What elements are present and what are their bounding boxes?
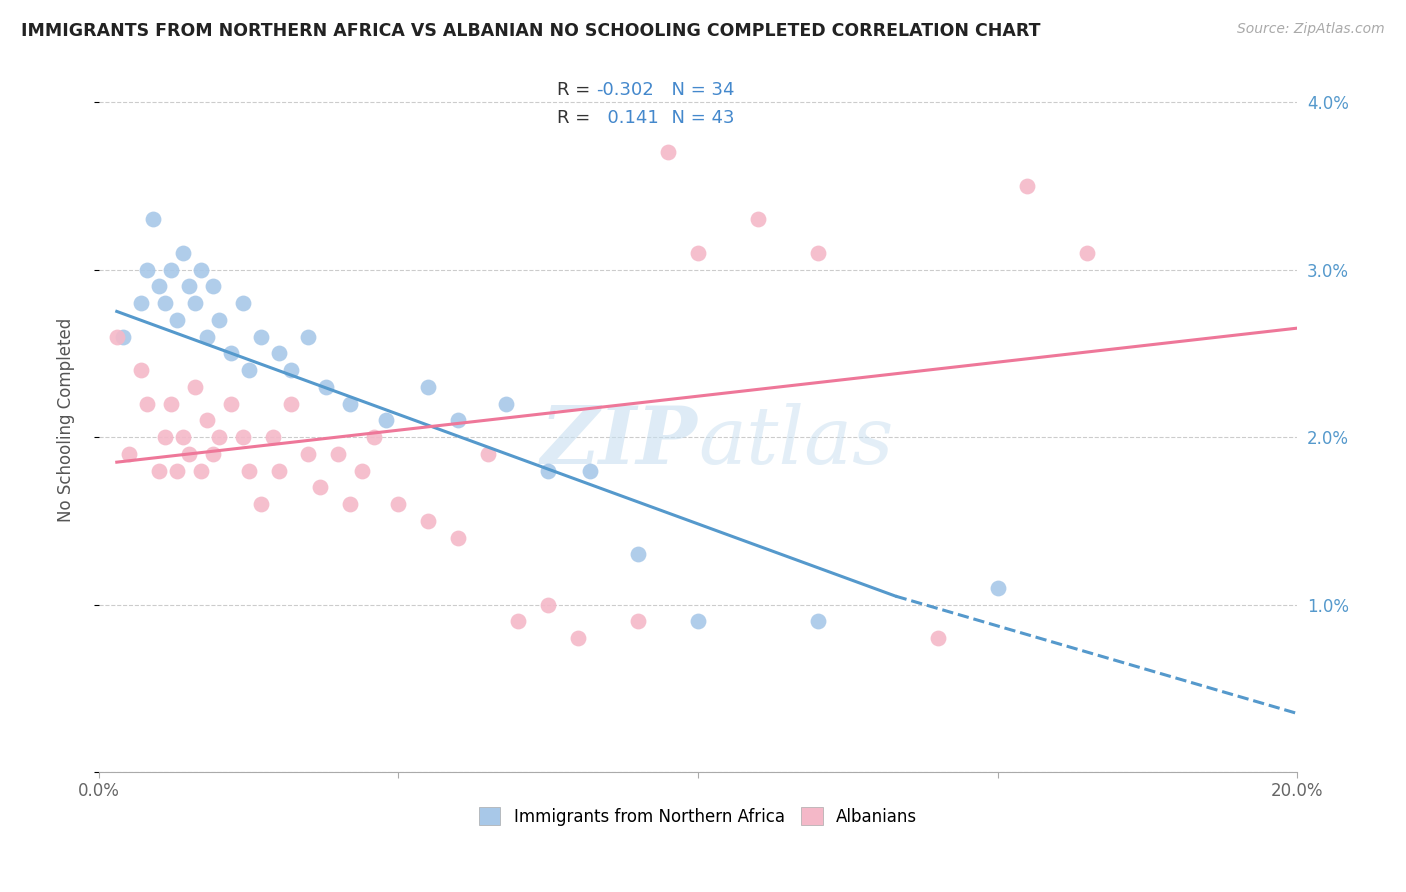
Text: ZIP: ZIP: [541, 402, 697, 480]
Point: [148, 464, 170, 478]
Point: [207, 312, 229, 326]
Point: [111, 329, 134, 343]
Point: [172, 430, 194, 444]
Point: [262, 430, 284, 444]
Point: [190, 464, 212, 478]
Point: [232, 296, 254, 310]
Point: [418, 514, 440, 528]
Point: [986, 581, 1008, 595]
Point: [280, 396, 302, 410]
Point: [177, 447, 200, 461]
Point: [129, 363, 152, 377]
Point: [352, 464, 374, 478]
Text: R =: R =: [557, 81, 596, 99]
Point: [495, 396, 517, 410]
Point: [627, 547, 650, 561]
Point: [105, 329, 128, 343]
Text: Source: ZipAtlas.com: Source: ZipAtlas.com: [1237, 22, 1385, 37]
Point: [118, 447, 141, 461]
Point: [418, 380, 440, 394]
Text: atlas: atlas: [697, 402, 893, 480]
Point: [129, 296, 152, 310]
Point: [183, 380, 205, 394]
Point: [339, 497, 361, 511]
Point: [807, 245, 830, 260]
Point: [387, 497, 409, 511]
Point: [537, 598, 560, 612]
Point: [166, 464, 188, 478]
Point: [297, 329, 319, 343]
Point: [447, 413, 470, 427]
Text: IMMIGRANTS FROM NORTHERN AFRICA VS ALBANIAN NO SCHOOLING COMPLETED CORRELATION C: IMMIGRANTS FROM NORTHERN AFRICA VS ALBAN…: [21, 22, 1040, 40]
Point: [183, 296, 205, 310]
Point: [537, 464, 560, 478]
Point: [207, 430, 229, 444]
Point: [232, 430, 254, 444]
Point: [567, 631, 589, 645]
Point: [1076, 245, 1098, 260]
Point: [747, 212, 769, 227]
Point: [219, 346, 242, 360]
Point: [159, 262, 181, 277]
Point: [686, 245, 709, 260]
Text: N = 34: N = 34: [659, 81, 734, 99]
Point: [142, 212, 165, 227]
Point: [135, 396, 157, 410]
Point: [375, 413, 398, 427]
Point: [339, 396, 361, 410]
Text: R =: R =: [557, 110, 596, 128]
Point: [579, 464, 602, 478]
Point: [328, 447, 350, 461]
Point: [267, 464, 290, 478]
Point: [159, 396, 181, 410]
Point: [190, 262, 212, 277]
Point: [195, 329, 218, 343]
Y-axis label: No Schooling Completed: No Schooling Completed: [58, 318, 75, 523]
Point: [686, 615, 709, 629]
Text: -0.302: -0.302: [596, 81, 654, 99]
Point: [238, 464, 260, 478]
Point: [627, 615, 650, 629]
Point: [267, 346, 290, 360]
Point: [309, 480, 332, 494]
Point: [238, 363, 260, 377]
Point: [153, 430, 176, 444]
Point: [219, 396, 242, 410]
Point: [477, 447, 499, 461]
Point: [166, 312, 188, 326]
Point: [249, 497, 271, 511]
Text: 0.141: 0.141: [596, 110, 659, 128]
Point: [201, 279, 224, 293]
Point: [657, 145, 679, 160]
Point: [363, 430, 385, 444]
Point: [195, 413, 218, 427]
Point: [508, 615, 530, 629]
Point: [807, 615, 830, 629]
Point: [153, 296, 176, 310]
Point: [315, 380, 337, 394]
Text: N = 43: N = 43: [659, 110, 734, 128]
Point: [177, 279, 200, 293]
Point: [135, 262, 157, 277]
Point: [447, 531, 470, 545]
Legend: Immigrants from Northern Africa, Albanians: Immigrants from Northern Africa, Albania…: [470, 798, 925, 834]
Point: [172, 245, 194, 260]
Point: [297, 447, 319, 461]
Point: [280, 363, 302, 377]
Point: [249, 329, 271, 343]
Point: [201, 447, 224, 461]
Point: [1017, 178, 1039, 193]
Point: [148, 279, 170, 293]
Point: [927, 631, 949, 645]
